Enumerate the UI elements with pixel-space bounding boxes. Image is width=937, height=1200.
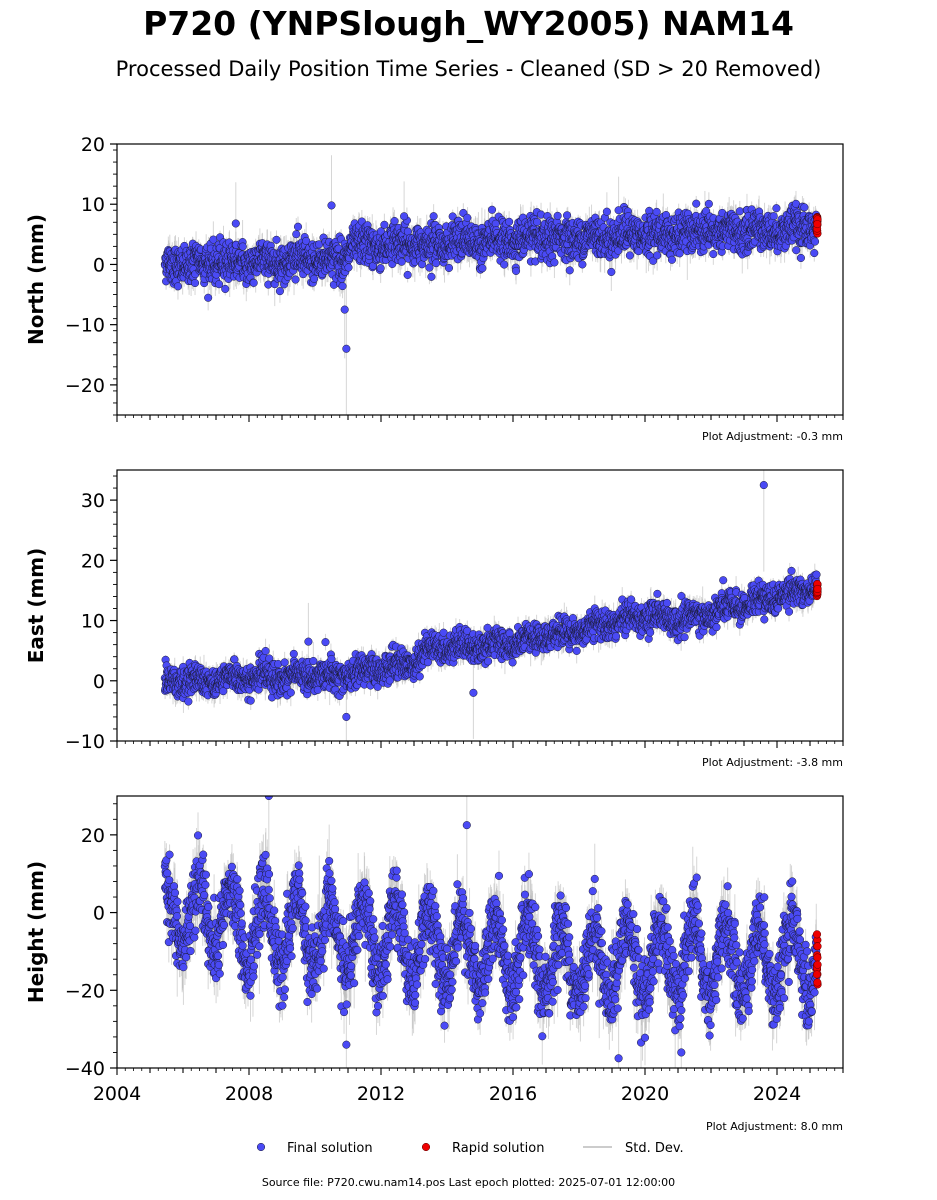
chart-subtitle: Processed Daily Position Time Series - C…: [115, 57, 822, 81]
final-point: [376, 227, 385, 236]
final-point: [709, 249, 718, 259]
final-point: [292, 230, 301, 239]
final-point: [653, 251, 662, 260]
final-point: [403, 270, 412, 279]
final-point: [500, 260, 509, 269]
final-point: [478, 264, 487, 273]
final-point: [221, 284, 230, 293]
final-point: [302, 236, 311, 245]
final-point: [238, 242, 247, 251]
final-point: [704, 199, 713, 208]
final-point: [652, 207, 661, 216]
final-point: [380, 220, 389, 229]
final-point: [338, 282, 347, 291]
final-point: [272, 235, 281, 244]
final-point: [649, 256, 658, 265]
final-point: [204, 293, 213, 302]
final-point: [505, 217, 514, 226]
final-point: [376, 264, 385, 273]
final-point: [444, 263, 454, 272]
final-point: [291, 275, 300, 284]
final-point: [533, 217, 542, 227]
final-point: [417, 260, 427, 269]
final-point: [429, 212, 438, 221]
final-point: [607, 267, 616, 276]
final-point: [397, 257, 406, 266]
panel-data-layer: [160, 155, 822, 415]
chart-title: P720 (YNPSlough_WY2005) NAM14: [143, 4, 794, 43]
final-point: [735, 207, 744, 216]
final-point: [173, 282, 183, 291]
final-point: [602, 207, 611, 216]
final-point: [667, 255, 677, 264]
final-point: [344, 263, 353, 272]
final-point: [463, 213, 472, 222]
final-points: [160, 199, 821, 353]
final-point: [512, 266, 521, 275]
final-point: [249, 278, 258, 287]
final-point: [293, 222, 303, 231]
final-point: [432, 259, 441, 268]
std-dev-bars: [164, 155, 818, 415]
final-point: [487, 205, 497, 214]
final-point: [692, 199, 701, 208]
final-point: [310, 274, 319, 283]
final-point: [190, 278, 200, 288]
final-point: [425, 263, 434, 272]
final-point: [565, 266, 574, 275]
final-point: [550, 258, 559, 267]
final-point: [625, 251, 634, 260]
final-point: [390, 216, 399, 226]
final-point: [215, 280, 224, 289]
final-point: [553, 211, 562, 220]
final-point: [427, 272, 436, 281]
final-point: [562, 211, 572, 220]
final-point: [578, 260, 587, 269]
final-point: [275, 287, 284, 296]
